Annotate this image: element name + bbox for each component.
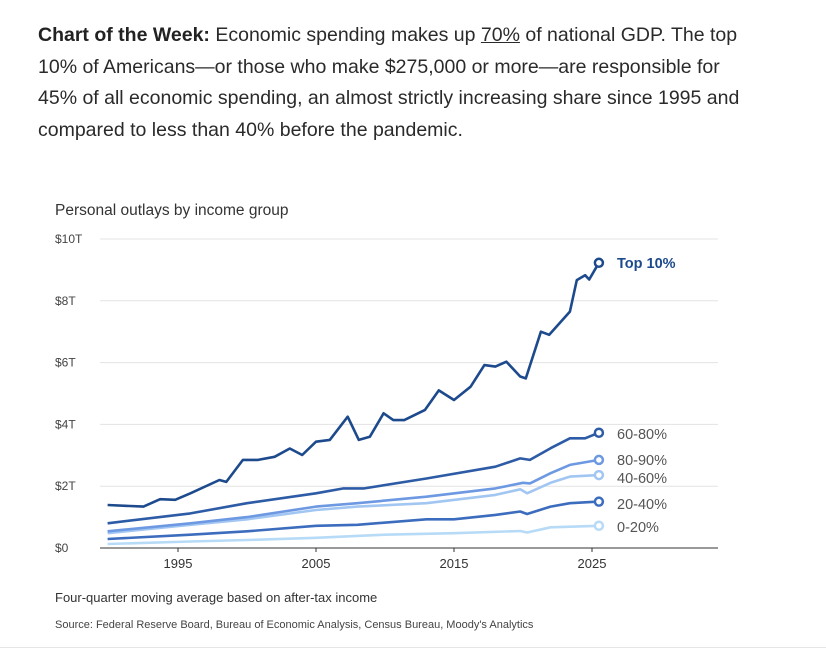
y-tick-label: $8T — [55, 294, 76, 308]
series-label: Top 10% — [617, 256, 676, 272]
intro-text-2: of national GDP. The top 10% of American… — [38, 24, 740, 141]
series-line — [107, 473, 599, 535]
intro-lead: Chart of the Week: — [38, 24, 210, 46]
series-end-marker — [593, 427, 605, 438]
intro-text-1: Economic spending makes up — [209, 24, 481, 46]
divider — [0, 647, 826, 648]
series-line — [107, 458, 600, 533]
gdp-share-link[interactable]: 70% — [480, 24, 520, 46]
series-end-marker — [593, 520, 605, 532]
y-tick-label: $6T — [55, 356, 76, 370]
series-line — [107, 431, 600, 525]
x-tick-label: 1995 — [164, 556, 193, 571]
x-tick-label: 2015 — [440, 556, 469, 571]
series-label: 20-40% — [617, 497, 667, 513]
series-line — [107, 500, 599, 541]
series-end-marker — [593, 469, 605, 481]
chart-of-the-week-intro: Chart of the Week: Economic spending mak… — [38, 20, 758, 146]
series-line — [107, 524, 599, 546]
chart-note: Four-quarter moving average based on aft… — [55, 590, 377, 605]
y-tick-label: $4T — [55, 417, 76, 431]
series-label: 40-60% — [617, 471, 667, 487]
y-tick-label: $2T — [55, 479, 76, 493]
y-tick-label: $10T — [55, 232, 83, 246]
series-end-marker — [593, 496, 605, 507]
series-label: 60-80% — [617, 427, 667, 443]
x-tick-label: 2025 — [578, 556, 607, 571]
chart-source: Source: Federal Reserve Board, Bureau of… — [55, 619, 534, 631]
series-line — [107, 262, 601, 508]
series-label: 0-20% — [617, 520, 659, 536]
y-tick-label: $0 — [55, 541, 69, 555]
series-label: 80-90% — [617, 453, 667, 469]
x-tick-label: 2005 — [302, 556, 331, 571]
chart-title: Personal outlays by income group — [55, 202, 289, 219]
series-end-marker — [593, 454, 605, 466]
series-end-marker — [593, 257, 605, 269]
